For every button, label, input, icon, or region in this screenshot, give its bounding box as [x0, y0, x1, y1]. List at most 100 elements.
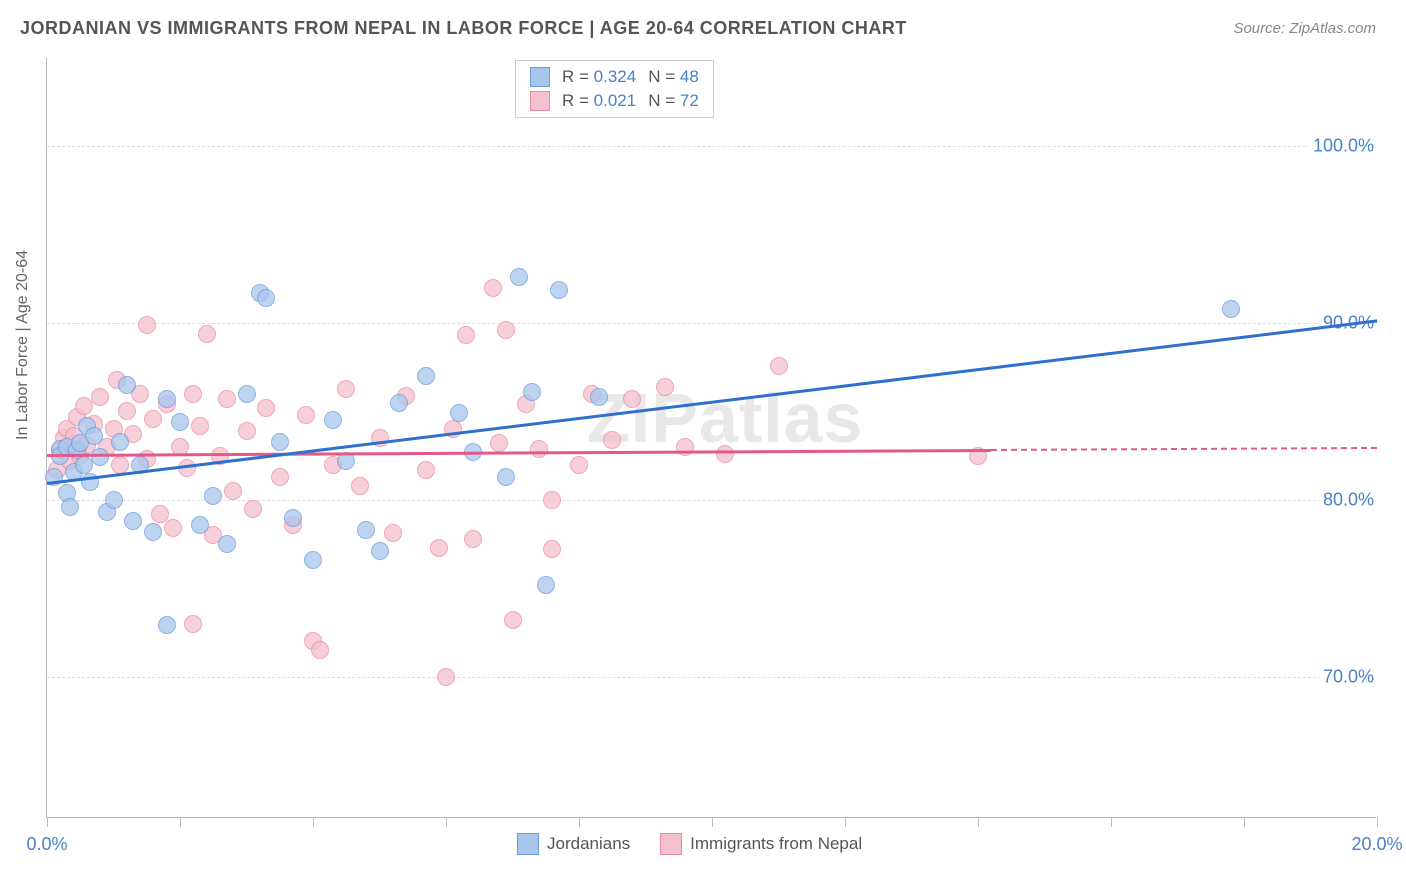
- trend-line: [47, 449, 991, 457]
- x-tick-label: 0.0%: [26, 834, 67, 855]
- scatter-point: [504, 611, 522, 629]
- scatter-point: [184, 615, 202, 633]
- scatter-point: [75, 456, 93, 474]
- scatter-point: [417, 367, 435, 385]
- scatter-point: [304, 551, 322, 569]
- stats-row: R = 0.324 N = 48: [516, 65, 713, 89]
- scatter-point: [85, 427, 103, 445]
- scatter-point: [530, 440, 548, 458]
- scatter-point: [124, 512, 142, 530]
- gridline: [47, 677, 1376, 678]
- scatter-point: [284, 509, 302, 527]
- stat-n-label: N = 72: [648, 91, 699, 111]
- scatter-point: [543, 491, 561, 509]
- legend-swatch: [660, 833, 682, 855]
- scatter-point: [497, 468, 515, 486]
- scatter-point: [311, 641, 329, 659]
- chart-header: JORDANIAN VS IMMIGRANTS FROM NEPAL IN LA…: [0, 0, 1406, 49]
- scatter-point: [543, 540, 561, 558]
- scatter-point: [716, 445, 734, 463]
- scatter-point: [337, 380, 355, 398]
- scatter-point: [371, 542, 389, 560]
- y-tick-label: 70.0%: [1319, 666, 1378, 687]
- stats-legend: R = 0.324 N = 48R = 0.021N = 72: [515, 60, 714, 118]
- x-tick: [845, 817, 846, 827]
- x-tick: [180, 817, 181, 827]
- scatter-point: [158, 616, 176, 634]
- scatter-point: [218, 390, 236, 408]
- x-tick: [313, 817, 314, 827]
- scatter-point: [111, 433, 129, 451]
- scatter-point: [390, 394, 408, 412]
- series-legend: Jordanians Immigrants from Nepal: [517, 833, 862, 855]
- scatter-point: [151, 505, 169, 523]
- scatter-point: [523, 383, 541, 401]
- scatter-point: [171, 413, 189, 431]
- y-tick-label: 100.0%: [1309, 136, 1378, 157]
- correlation-chart: ZIPatlas 70.0%80.0%90.0%100.0%0.0%20.0%R…: [46, 58, 1376, 818]
- scatter-point: [510, 268, 528, 286]
- stats-row: R = 0.021N = 72: [516, 89, 713, 113]
- scatter-point: [118, 402, 136, 420]
- scatter-point: [75, 397, 93, 415]
- trend-line: [991, 447, 1377, 451]
- y-axis-label: In Labor Force | Age 20-64: [14, 250, 32, 440]
- x-tick: [1377, 817, 1378, 827]
- stat-n-value: 48: [680, 67, 699, 86]
- legend-swatch: [517, 833, 539, 855]
- scatter-point: [111, 456, 129, 474]
- scatter-point: [384, 524, 402, 542]
- x-tick: [579, 817, 580, 827]
- scatter-point: [297, 406, 315, 424]
- scatter-point: [144, 410, 162, 428]
- scatter-point: [484, 279, 502, 297]
- scatter-point: [191, 417, 209, 435]
- scatter-point: [430, 539, 448, 557]
- scatter-point: [623, 390, 641, 408]
- scatter-point: [91, 388, 109, 406]
- scatter-point: [204, 487, 222, 505]
- scatter-point: [244, 500, 262, 518]
- legend-label: Immigrants from Nepal: [690, 834, 862, 854]
- stat-r-value: 0.324: [594, 67, 637, 86]
- legend-label: Jordanians: [547, 834, 630, 854]
- scatter-point: [184, 385, 202, 403]
- scatter-point: [464, 530, 482, 548]
- x-tick: [47, 817, 48, 827]
- scatter-point: [570, 456, 588, 474]
- scatter-point: [164, 519, 182, 537]
- scatter-point: [138, 316, 156, 334]
- x-tick-label: 20.0%: [1351, 834, 1402, 855]
- scatter-point: [417, 461, 435, 479]
- scatter-point: [224, 482, 242, 500]
- chart-source: Source: ZipAtlas.com: [1233, 20, 1376, 37]
- scatter-point: [457, 326, 475, 344]
- y-tick-label: 80.0%: [1319, 489, 1378, 510]
- legend-swatch: [530, 67, 550, 87]
- scatter-point: [450, 404, 468, 422]
- scatter-point: [238, 422, 256, 440]
- stat-r-label: R = 0.324: [562, 67, 636, 87]
- legend-swatch: [530, 91, 550, 111]
- scatter-point: [550, 281, 568, 299]
- scatter-point: [490, 434, 508, 452]
- stat-n-label: N = 48: [648, 67, 699, 87]
- scatter-point: [218, 535, 236, 553]
- x-tick: [712, 817, 713, 827]
- scatter-point: [238, 385, 256, 403]
- gridline: [47, 146, 1376, 147]
- scatter-point: [603, 431, 621, 449]
- scatter-point: [1222, 300, 1240, 318]
- gridline: [47, 500, 1376, 501]
- scatter-point: [257, 399, 275, 417]
- scatter-point: [257, 289, 275, 307]
- scatter-point: [324, 411, 342, 429]
- scatter-point: [357, 521, 375, 539]
- scatter-point: [105, 491, 123, 509]
- scatter-point: [61, 498, 79, 516]
- scatter-point: [144, 523, 162, 541]
- scatter-point: [158, 390, 176, 408]
- x-tick: [1244, 817, 1245, 827]
- scatter-point: [656, 378, 674, 396]
- stat-n-value: 72: [680, 91, 699, 110]
